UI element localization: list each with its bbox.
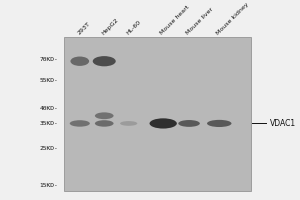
Ellipse shape [70, 57, 89, 66]
Text: Mouse liver: Mouse liver [185, 7, 214, 36]
Text: Mouse heart: Mouse heart [160, 4, 191, 36]
Ellipse shape [93, 56, 116, 66]
Text: 35KD-: 35KD- [40, 121, 58, 126]
Ellipse shape [120, 121, 137, 126]
Text: HL-60: HL-60 [125, 19, 142, 36]
Text: Mouse kidney: Mouse kidney [216, 1, 250, 36]
Text: HepG2: HepG2 [101, 17, 119, 36]
Ellipse shape [207, 120, 232, 127]
Text: 15KD-: 15KD- [40, 183, 58, 188]
FancyBboxPatch shape [64, 37, 251, 191]
Ellipse shape [95, 112, 114, 119]
Text: 293T: 293T [76, 21, 91, 36]
Text: 40KD-: 40KD- [40, 106, 58, 111]
Ellipse shape [70, 120, 90, 127]
Ellipse shape [149, 118, 177, 129]
Text: 70KD-: 70KD- [40, 57, 58, 62]
Text: VDAC1: VDAC1 [270, 119, 296, 128]
Text: 25KD-: 25KD- [40, 146, 58, 151]
Ellipse shape [178, 120, 200, 127]
Ellipse shape [95, 120, 114, 127]
Text: 55KD-: 55KD- [40, 78, 58, 83]
